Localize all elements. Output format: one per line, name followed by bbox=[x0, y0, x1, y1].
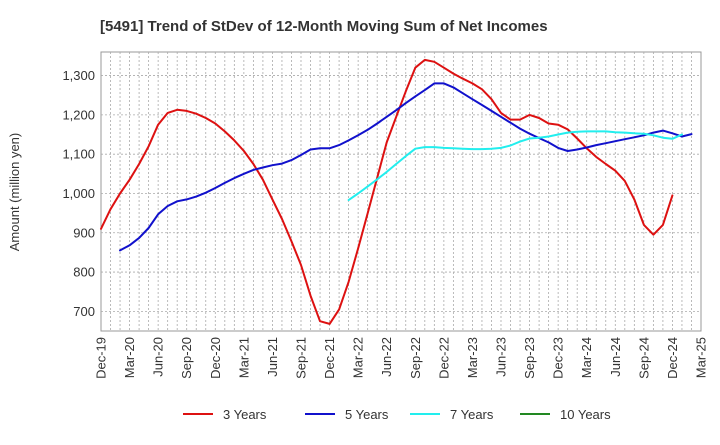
x-tick-label: Jun-24 bbox=[608, 337, 623, 377]
y-tick-label: 1,100 bbox=[62, 147, 95, 162]
x-tick-label: Dec-20 bbox=[208, 337, 223, 379]
x-tick-label: Sep-20 bbox=[179, 337, 194, 379]
x-tick-label: Mar-21 bbox=[236, 337, 251, 378]
series-line-7-years bbox=[347, 130, 683, 202]
plot-area bbox=[100, 51, 702, 332]
x-tick-label: Jun-23 bbox=[494, 337, 509, 377]
y-tick-label: 1,300 bbox=[62, 68, 95, 83]
x-tick-label: Dec-24 bbox=[665, 337, 680, 379]
x-tick-label: Dec-19 bbox=[94, 337, 109, 379]
x-tick-label: Sep-24 bbox=[636, 337, 651, 379]
x-axis-ticks: Dec-19 Mar-20 Jun-20 Sep-20 Dec-20 Mar-21 Jun-… bbox=[94, 337, 709, 379]
x-tick-label: Mar-24 bbox=[579, 337, 594, 378]
y-axis-ticks: 700 800 900 1,000 1,100 1,200 1,300 bbox=[62, 68, 95, 319]
x-tick-label: Mar-20 bbox=[122, 337, 137, 378]
y-tick-label: 800 bbox=[73, 265, 95, 280]
legend: 3 Years 5 Years 7 Years 10 Years bbox=[183, 407, 611, 422]
y-tick-label: 900 bbox=[73, 225, 95, 240]
x-tick-label: Sep-22 bbox=[408, 337, 423, 379]
series-line-5-years bbox=[119, 82, 693, 252]
legend-label: 3 Years bbox=[223, 407, 267, 422]
legend-label: 5 Years bbox=[345, 407, 389, 422]
x-tick-label: Mar-22 bbox=[351, 337, 366, 378]
legend-label: 7 Years bbox=[450, 407, 494, 422]
x-tick-label: Dec-21 bbox=[322, 337, 337, 379]
y-tick-label: 700 bbox=[73, 304, 95, 319]
x-tick-label: Mar-25 bbox=[694, 337, 709, 378]
x-tick-label: Jun-21 bbox=[265, 337, 280, 377]
x-tick-label: Dec-23 bbox=[551, 337, 566, 379]
chart-title: [5491] Trend of StDev of 12-Month Moving… bbox=[100, 18, 548, 35]
series-lines bbox=[100, 58, 693, 325]
x-tick-label: Sep-21 bbox=[294, 337, 309, 379]
x-tick-label: Jun-20 bbox=[151, 337, 166, 377]
y-tick-label: 1,200 bbox=[62, 107, 95, 122]
x-tick-label: Dec-22 bbox=[436, 337, 451, 379]
x-tick-label: Sep-23 bbox=[522, 337, 537, 379]
x-tick-label: Mar-23 bbox=[465, 337, 480, 378]
series-line-3-years bbox=[100, 58, 674, 325]
y-axis-label: Amount (million yen) bbox=[7, 133, 22, 252]
y-tick-label: 1,000 bbox=[62, 186, 95, 201]
legend-label: 10 Years bbox=[560, 407, 611, 422]
x-tick-label: Jun-22 bbox=[379, 337, 394, 377]
